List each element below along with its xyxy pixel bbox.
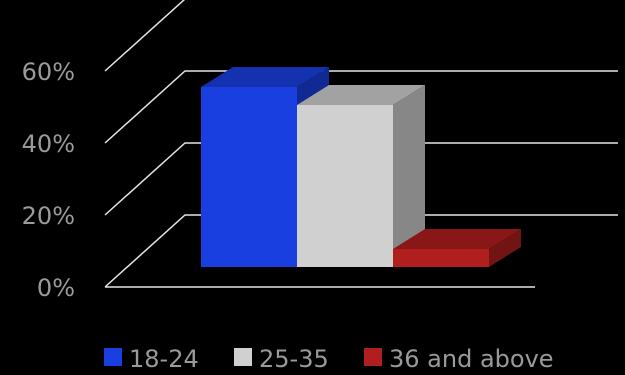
legend-swatch bbox=[364, 348, 382, 366]
bar-front bbox=[201, 87, 297, 267]
gridlines bbox=[104, 0, 618, 288]
gridline bbox=[104, 142, 618, 216]
bar-top bbox=[393, 229, 521, 249]
bar-front bbox=[393, 249, 489, 267]
bars bbox=[201, 67, 521, 267]
bar-side bbox=[393, 85, 425, 267]
gridline bbox=[104, 70, 618, 144]
y-tick-label: 60% bbox=[22, 58, 75, 86]
bar-3 bbox=[393, 229, 521, 267]
legend-label: 25-35 bbox=[259, 345, 329, 373]
legend-item: 25-35 bbox=[234, 345, 329, 373]
bar-2 bbox=[297, 85, 425, 267]
y-tick-label: 0% bbox=[37, 274, 75, 302]
legend-item: 36 and above bbox=[364, 345, 554, 373]
bar-top bbox=[201, 67, 329, 87]
y-tick-label: 40% bbox=[22, 130, 75, 158]
legend-swatch bbox=[104, 348, 122, 366]
bar-side bbox=[489, 229, 521, 267]
legend-label: 36 and above bbox=[389, 345, 554, 373]
legend-swatch bbox=[234, 348, 252, 366]
legend-label: 18-24 bbox=[129, 345, 199, 373]
gridline bbox=[104, 0, 186, 72]
bar-front bbox=[297, 105, 393, 267]
y-tick-label: 20% bbox=[22, 202, 75, 230]
legend: 18-24 25-35 36 and above bbox=[104, 345, 554, 373]
gridline bbox=[104, 214, 618, 288]
bar-top bbox=[297, 85, 425, 105]
legend-item: 18-24 bbox=[104, 345, 199, 373]
y-axis-ticks: 0% 20% 40% 60% bbox=[22, 58, 75, 302]
